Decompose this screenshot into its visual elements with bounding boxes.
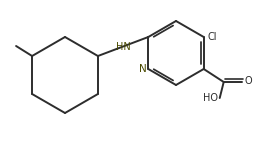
Text: N: N [139,64,147,74]
Text: Cl: Cl [208,32,217,42]
Text: HN: HN [116,42,131,52]
Text: HO: HO [203,93,218,103]
Text: O: O [245,76,252,86]
